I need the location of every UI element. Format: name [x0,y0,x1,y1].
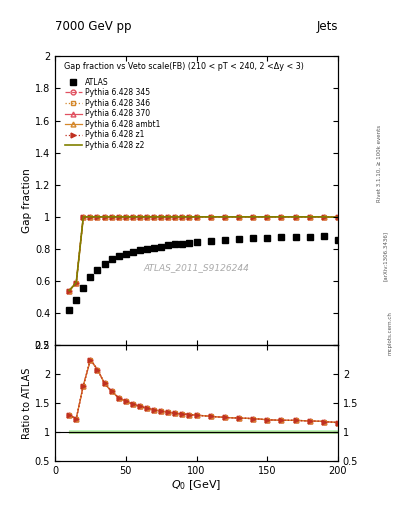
Legend: ATLAS, Pythia 6.428 345, Pythia 6.428 346, Pythia 6.428 370, Pythia 6.428 ambt1,: ATLAS, Pythia 6.428 345, Pythia 6.428 34… [62,75,163,153]
Text: ATLAS_2011_S9126244: ATLAS_2011_S9126244 [143,263,250,272]
Text: Gap fraction vs Veto scale(FB) (210 < pT < 240, 2 <Δy < 3): Gap fraction vs Veto scale(FB) (210 < pT… [64,62,303,71]
X-axis label: $Q_0$ [GeV]: $Q_0$ [GeV] [171,478,222,492]
Y-axis label: Ratio to ATLAS: Ratio to ATLAS [22,367,32,439]
Y-axis label: Gap fraction: Gap fraction [22,168,32,233]
Text: Jets: Jets [316,20,338,33]
Text: mcplots.cern.ch: mcplots.cern.ch [388,311,393,355]
Text: 7000 GeV pp: 7000 GeV pp [55,20,132,33]
Text: Rivet 3.1.10, ≥ 100k events: Rivet 3.1.10, ≥ 100k events [377,125,382,202]
Text: [arXiv:1306.3436]: [arXiv:1306.3436] [383,231,387,281]
